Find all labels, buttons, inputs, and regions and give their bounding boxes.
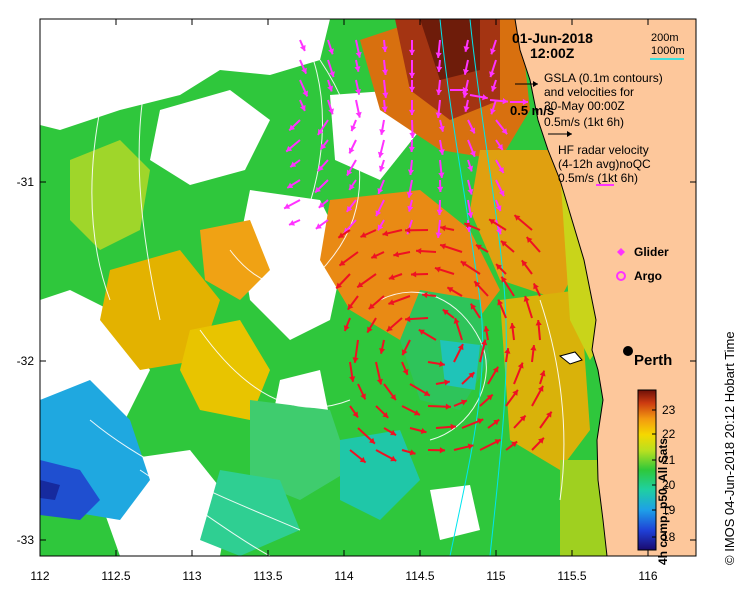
map-time: 12:00Z bbox=[530, 45, 575, 61]
map-date: 01-Jun-2018 bbox=[512, 30, 593, 46]
lon-tick-label: 114.5 bbox=[405, 569, 434, 583]
gsla-legend-line3: 30-May 00:00Z bbox=[544, 99, 625, 113]
lat-tick-label: -32 bbox=[17, 354, 35, 368]
lon-tick-label: 115 bbox=[486, 569, 505, 583]
colorbar-title: 4h comp, p50, All Sats bbox=[656, 438, 670, 565]
gsla-legend-line2: and velocities for bbox=[544, 85, 634, 99]
gsla-velocity-scale: 0.5m/s (1kt 6h) bbox=[544, 115, 624, 129]
hf-legend-line3: 0.5m/s (1kt 6h) bbox=[558, 171, 638, 185]
lon-tick-label: 113 bbox=[182, 569, 201, 583]
lon-tick-label: 112 bbox=[30, 569, 49, 583]
lon-tick-label: 113.5 bbox=[253, 569, 282, 583]
lon-tick-label: 112.5 bbox=[101, 569, 130, 583]
legend-argo: Argo bbox=[634, 269, 662, 283]
gsla-legend-line1: GSLA (0.1m contours) bbox=[544, 71, 663, 85]
perth-marker-icon bbox=[623, 346, 633, 356]
scale-1000m-label: 1000m bbox=[651, 45, 685, 57]
imos-credit: IMOS 04-Jun-2018 20:12 Hobart Time bbox=[722, 331, 737, 551]
lon-tick-label: 116 bbox=[638, 569, 657, 583]
copyright-icon: © bbox=[722, 555, 737, 565]
colorbar bbox=[638, 390, 656, 550]
lat-tick-label: -31 bbox=[17, 175, 35, 189]
hf-legend-line1: HF radar velocity bbox=[558, 143, 649, 157]
lon-tick-label: 114 bbox=[334, 569, 353, 583]
hf-legend-line2: (4-12h avg)noQC bbox=[558, 157, 651, 171]
legend-glider: Glider bbox=[634, 245, 669, 259]
city-label-perth: Perth bbox=[634, 352, 672, 369]
credit-line: © IMOS 04-Jun-2018 20:12 Hobart Time bbox=[722, 331, 737, 565]
scale-200m-label: 200m bbox=[651, 32, 679, 44]
lon-tick-label: 115.5 bbox=[557, 569, 586, 583]
lat-tick-label: -33 bbox=[17, 533, 35, 547]
colorbar-tick-label: 23 bbox=[662, 403, 676, 417]
